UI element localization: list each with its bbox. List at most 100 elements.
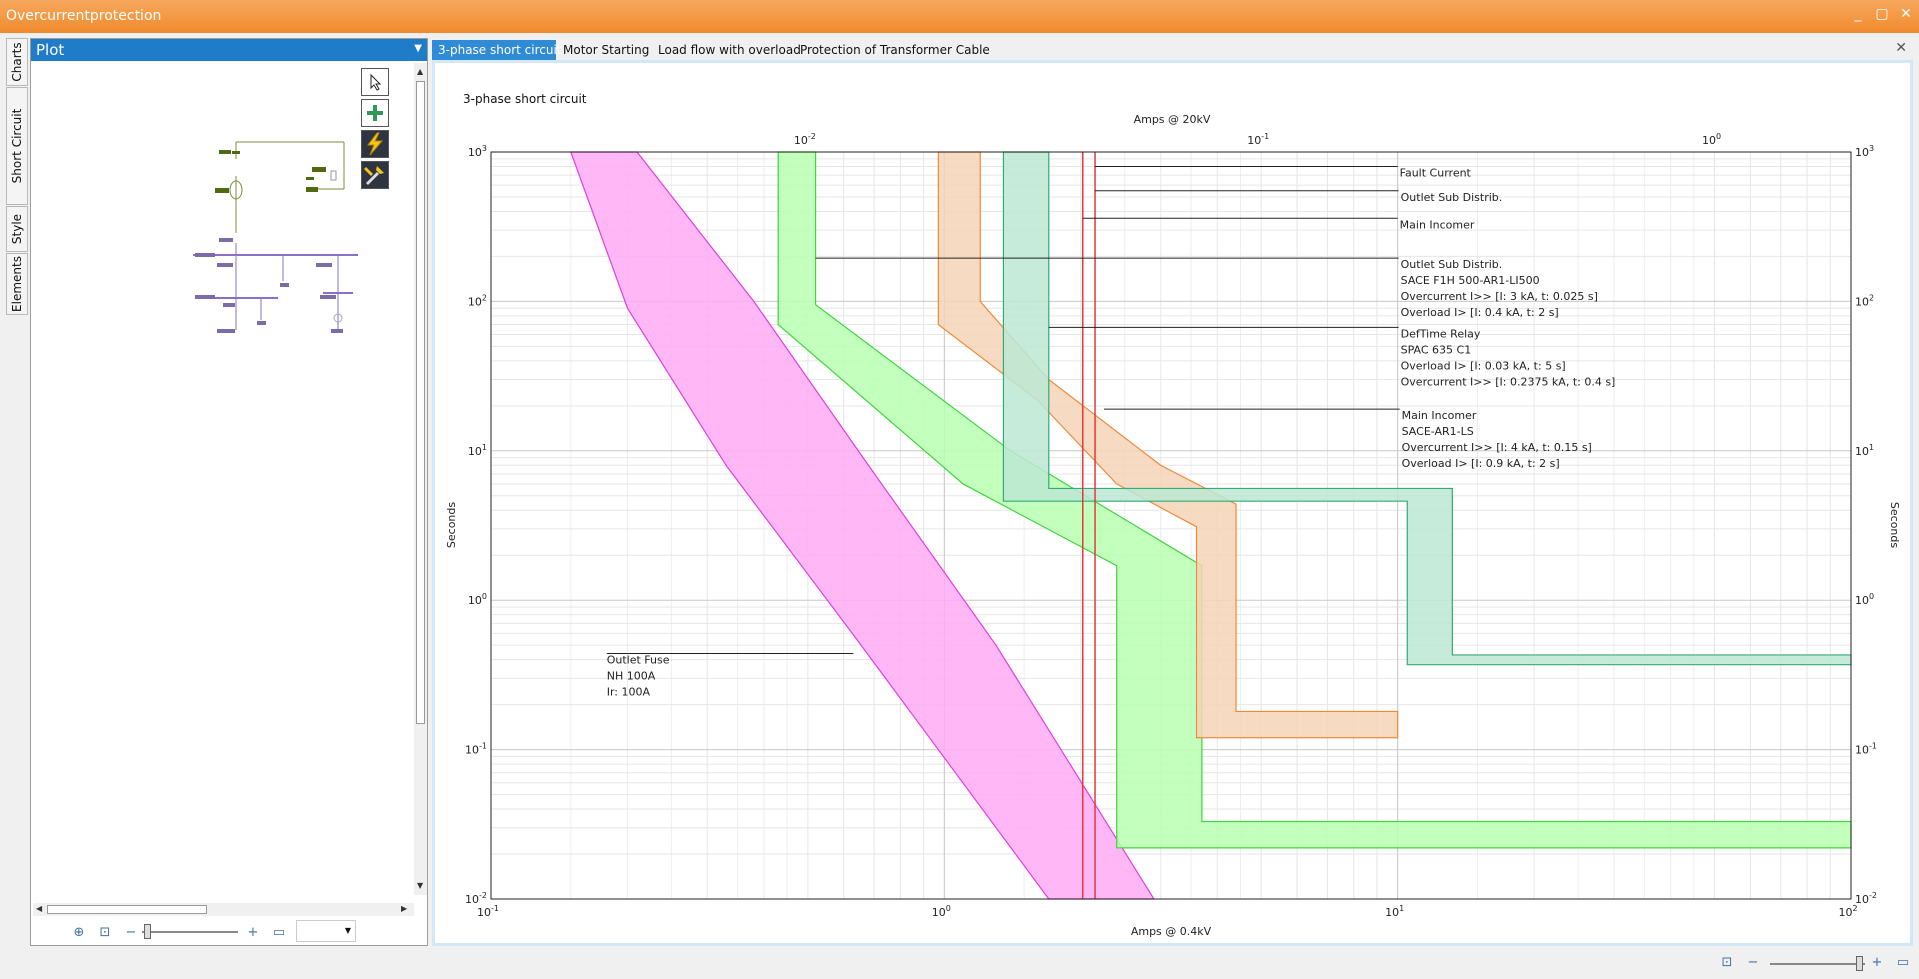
plot-panel: Plot ▼ [30,38,428,946]
y-tick-label: 10-1 [465,742,487,757]
x-tick-label: 101 [1385,904,1404,919]
zoom-window-icon[interactable]: ⊡ [1721,954,1733,970]
add-icon [367,105,383,121]
plot-panel-header: Plot ▼ [31,39,427,61]
horizontal-scroll-thumb[interactable] [47,905,207,914]
x2-tick-label: 10-1 [1247,132,1269,147]
zoom-out-icon[interactable]: − [1747,954,1759,970]
annotation-text: Outlet Sub Distrib. [1401,258,1503,271]
window-controls: _ ▢ ✕ [1851,6,1913,22]
document-tabs: 3-phase short circuit Motor Starting Loa… [432,40,1913,60]
close-window-button[interactable]: ✕ [1900,6,1912,22]
side-tab-charts[interactable]: Charts [6,38,28,86]
y-tick-label: 101 [468,443,487,458]
side-tab-elements[interactable]: Elements [6,253,28,315]
chart-zoom-track[interactable] [1770,963,1865,965]
single-line-diagram [193,141,358,333]
annotation-text: SACE F1H 500-AR1-LI500 [1401,274,1540,287]
y2-tick-label: 102 [1855,293,1874,308]
pointer-tool-button[interactable] [361,68,389,96]
annotation-text: SACE-AR1-LS [1402,425,1474,438]
scroll-down-icon[interactable]: ▼ [417,881,424,890]
y-tick-label: 102 [468,293,487,308]
zoom-window-icon[interactable]: ⊡ [99,924,111,940]
chart-title: 3-phase short circuit [463,92,587,106]
annotation-text: Main Incomer [1400,218,1475,231]
x-tick-label: 100 [932,904,951,919]
panel-vertical-scrollbar[interactable]: ▲ ▼ [414,63,427,895]
zoom-all-icon[interactable]: ⊕ [73,924,85,940]
y2-tick-label: 100 [1855,592,1874,607]
annotation-text: Overcurrent I>> [I: 0.2375 kA, t: 0.4 s] [1401,375,1616,388]
y2-tick-label: 101 [1855,443,1874,458]
tab-load-flow-with-overload[interactable]: Load flow with overload [658,43,801,57]
window-title: Overcurrentprotection [6,8,162,24]
annotation-text: Overload I> [I: 0.9 kA, t: 2 s] [1402,457,1560,470]
annotation-text: Ir: 100A [607,685,651,698]
annotation-text: Outlet Sub Distrib. [1401,191,1503,204]
annotation-text: Main Incomer [1402,409,1477,422]
scroll-up-icon[interactable]: ▲ [417,67,424,76]
fit-screen-icon[interactable]: ▭ [272,924,286,940]
zoom-slider-thumb[interactable] [144,924,151,939]
maximize-button[interactable]: ▢ [1875,6,1889,22]
panel-horizontal-scrollbar[interactable]: ◀ ▶ [33,903,414,916]
tab-3-phase-short-circuit[interactable]: 3-phase short circuit [432,40,562,60]
zoom-in-icon[interactable]: + [1871,954,1883,970]
chart-zoom-thumb[interactable] [1856,956,1863,971]
y2-tick-label: 10-1 [1855,742,1877,757]
plot-frame [490,151,1852,900]
add-element-button[interactable] [361,99,389,127]
annotation-text: NH 100A [607,669,656,682]
annotation-text: Overcurrent I>> [I: 4 kA, t: 0.15 s] [1402,441,1592,454]
annotation-text: Overload I> [I: 0.4 kA, t: 2 s] [1401,306,1559,319]
annotation-text: DefTime Relay [1401,327,1481,340]
zoom-in-icon[interactable]: + [247,924,259,940]
side-tab-short-circuit[interactable]: Short Circuit [6,87,28,205]
x-tick-label: 102 [1838,904,1857,919]
y-axis-label: Seconds [445,502,458,548]
side-tab-style[interactable]: Style [6,206,28,252]
short-circuit-icon [367,132,384,156]
settings-tool-button[interactable] [361,161,389,189]
y2-axis-label: Seconds [1888,502,1901,548]
status-bar: ⊡ − + ▭ [0,946,1919,979]
side-tabs: Charts Short Circuit Style Elements [6,38,30,938]
x-tick-label: 10-1 [477,904,499,919]
x2-tick-label: 100 [1702,132,1721,147]
plot-panel-title: Plot [36,41,65,59]
zoom-combo[interactable]: ▼ [296,920,356,942]
x2-axis-label: Amps @ 20kV [1134,113,1211,126]
y-tick-label: 103 [468,144,487,159]
panel-dropdown-icon[interactable]: ▼ [414,43,422,54]
annotation-text: Overcurrent I>> [I: 3 kA, t: 0.025 s] [1401,290,1598,303]
panel-zoom-bar: ⊕ ⊡ − + ▭ ▼ [34,920,424,944]
y2-tick-label: 10-2 [1855,891,1877,906]
close-tab-icon[interactable]: ✕ [1895,40,1907,56]
fit-screen-icon[interactable]: ▭ [1896,954,1910,970]
short-circuit-button[interactable] [361,130,389,158]
scroll-left-icon[interactable]: ◀ [36,904,43,913]
y2-tick-label: 103 [1855,144,1874,159]
annotation-text: Outlet Fuse [607,653,670,666]
settings-icon [364,166,384,185]
zoom-out-icon[interactable]: − [125,924,137,940]
pointer-icon [370,73,382,91]
minimize-button[interactable]: _ [1854,6,1862,22]
y-tick-label: 10-2 [465,891,487,906]
x2-tick-label: 10-2 [794,132,816,147]
annotation-text: Overload I> [I: 0.03 kA, t: 5 s] [1401,359,1566,372]
diagram-canvas[interactable] [33,63,416,883]
tab-protection-of-transformer-cable[interactable]: Protection of Transformer Cable [800,43,990,57]
zoom-slider-track[interactable] [142,931,238,933]
scroll-right-icon[interactable]: ▶ [401,904,408,913]
annotation-text: Fault Current [1400,166,1472,179]
chevron-down-icon: ▼ [344,926,351,935]
annotation-text: SPAC 635 C1 [1401,343,1472,356]
window-titlebar: Overcurrentprotection _ ▢ ✕ [0,0,1919,33]
tab-motor-starting[interactable]: Motor Starting [563,43,650,57]
vertical-scroll-thumb[interactable] [416,81,425,724]
y-tick-label: 100 [468,592,487,607]
x-axis-label: Amps @ 0.4kV [1131,925,1212,938]
